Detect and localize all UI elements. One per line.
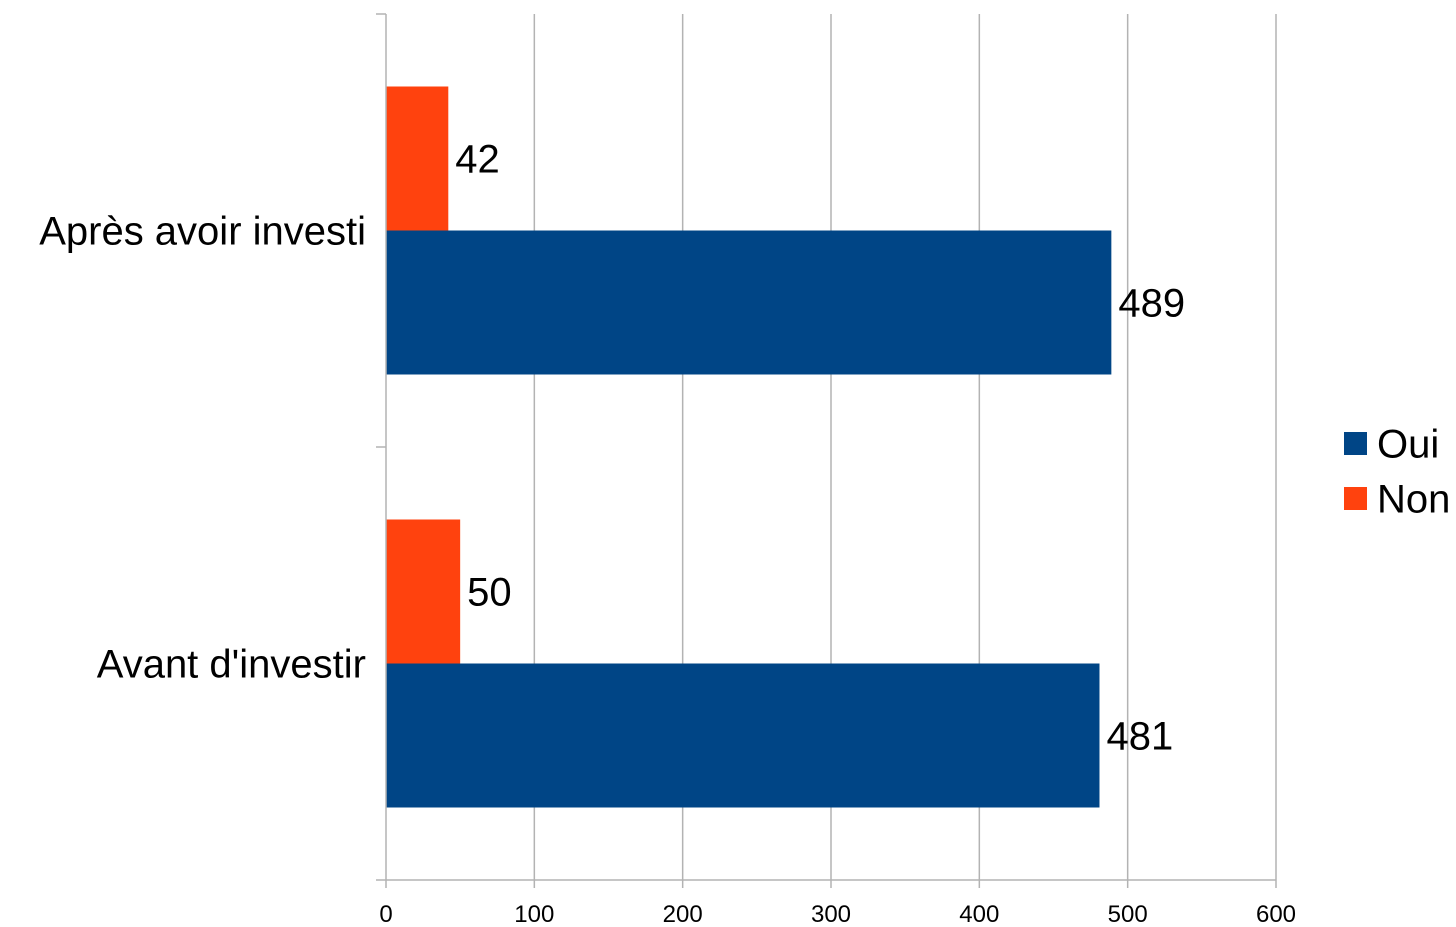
legend: Oui Non: [1344, 423, 1450, 522]
x-tick-label: 500: [1108, 901, 1148, 927]
data-label: 489: [1118, 282, 1185, 326]
x-tick-label: 200: [663, 901, 703, 927]
bar-non: [386, 519, 461, 664]
legend-label: Non: [1377, 478, 1450, 522]
bars: [386, 86, 1112, 808]
x-tick-label: 0: [379, 901, 392, 927]
x-tick-label: 100: [514, 901, 554, 927]
bar-oui: [386, 230, 1112, 375]
x-tick-label: 300: [811, 901, 851, 927]
x-tick-label: 400: [959, 901, 999, 927]
legend-label: Oui: [1377, 423, 1439, 467]
x-tick-label: 600: [1256, 901, 1296, 927]
data-label: 42: [455, 138, 500, 182]
legend-swatch: [1344, 432, 1367, 455]
legend-swatch: [1344, 487, 1367, 510]
data-label: 50: [467, 571, 512, 615]
category-label: Avant d'investir: [97, 643, 366, 687]
bar-oui: [386, 663, 1100, 808]
labels: 0 100 200 300 400 500 600 Avant d'investir 481 50…: [39, 138, 1296, 927]
category-label: Après avoir investi: [39, 210, 366, 254]
axes: [376, 13, 1277, 888]
data-label: 481: [1106, 715, 1173, 759]
bar-non: [386, 86, 449, 231]
